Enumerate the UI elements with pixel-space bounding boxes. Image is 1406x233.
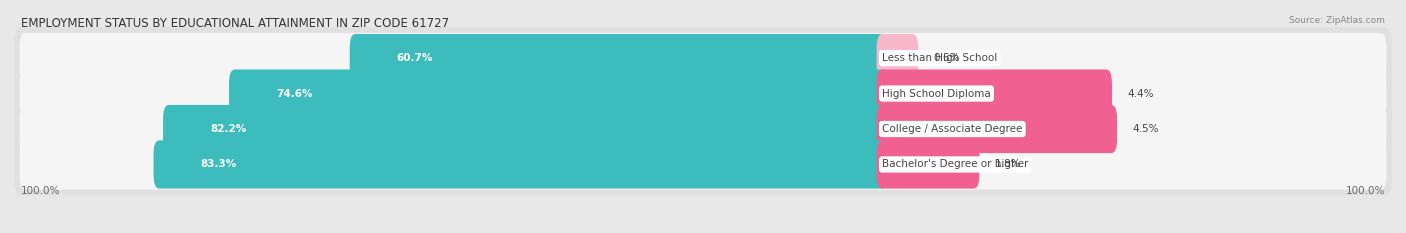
FancyBboxPatch shape [876, 34, 918, 82]
FancyBboxPatch shape [14, 134, 1392, 195]
Text: 82.2%: 82.2% [209, 124, 246, 134]
Text: 100.0%: 100.0% [21, 186, 60, 196]
Text: 0.6%: 0.6% [934, 53, 960, 63]
Text: 60.7%: 60.7% [396, 53, 433, 63]
Text: 1.8%: 1.8% [994, 159, 1021, 169]
FancyBboxPatch shape [153, 140, 887, 188]
Text: 74.6%: 74.6% [276, 89, 312, 99]
FancyBboxPatch shape [14, 98, 1392, 160]
Text: High School Diploma: High School Diploma [882, 89, 991, 99]
FancyBboxPatch shape [20, 139, 1386, 190]
Text: 4.5%: 4.5% [1132, 124, 1159, 134]
FancyBboxPatch shape [876, 140, 980, 188]
FancyBboxPatch shape [14, 27, 1392, 89]
FancyBboxPatch shape [20, 33, 1386, 83]
FancyBboxPatch shape [20, 104, 1386, 154]
Text: 83.3%: 83.3% [201, 159, 236, 169]
FancyBboxPatch shape [876, 105, 1116, 153]
FancyBboxPatch shape [350, 34, 887, 82]
Text: Less than High School: Less than High School [882, 53, 997, 63]
FancyBboxPatch shape [229, 69, 887, 118]
Text: EMPLOYMENT STATUS BY EDUCATIONAL ATTAINMENT IN ZIP CODE 61727: EMPLOYMENT STATUS BY EDUCATIONAL ATTAINM… [21, 17, 449, 31]
Text: College / Associate Degree: College / Associate Degree [882, 124, 1022, 134]
FancyBboxPatch shape [20, 68, 1386, 119]
FancyBboxPatch shape [163, 105, 887, 153]
Text: 100.0%: 100.0% [1346, 186, 1385, 196]
FancyBboxPatch shape [876, 69, 1112, 118]
Text: 4.4%: 4.4% [1128, 89, 1153, 99]
Text: Bachelor's Degree or higher: Bachelor's Degree or higher [882, 159, 1029, 169]
FancyBboxPatch shape [14, 63, 1392, 124]
Text: Source: ZipAtlas.com: Source: ZipAtlas.com [1289, 16, 1385, 25]
